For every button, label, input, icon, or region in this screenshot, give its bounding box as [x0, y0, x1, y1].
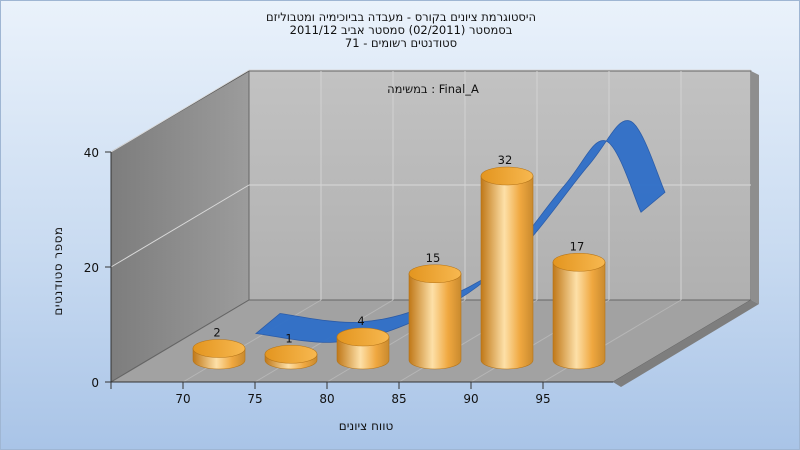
- x-tick-label: 95: [535, 392, 550, 406]
- bar-top: [408, 264, 462, 284]
- y-tick-label: 0: [91, 376, 99, 390]
- chart-subtitle: במשימה : Final_A: [387, 82, 479, 96]
- chart-wall-bevel: [751, 71, 759, 304]
- bar-value-label: 32: [498, 153, 513, 167]
- chart-title-line-1: היסטוגרמת ציונים בקורס - מעבדה בביוכימיה…: [266, 10, 536, 24]
- bar-body: [480, 175, 534, 370]
- bar-80: [336, 327, 390, 370]
- chart-title-line-2: בסמסטר (02/2011) סמסטר אביב 2011/12: [289, 23, 513, 37]
- x-tick-label: 75: [247, 392, 262, 406]
- x-tick-label: 90: [463, 392, 478, 406]
- bar-top: [264, 344, 318, 364]
- chart-title-line-3: סטודנטים רשומים - 71: [344, 36, 458, 50]
- y-axis-label: מספר סטודנטים: [51, 226, 65, 316]
- bar-body: [552, 261, 606, 370]
- bar-value-label: 1: [285, 331, 292, 345]
- x-tick-label: 70: [175, 392, 190, 406]
- x-axis-label: טווח ציונים: [338, 419, 394, 433]
- x-tick-label: 80: [319, 392, 334, 406]
- grid-line-floor: [182, 299, 322, 383]
- bar-value-label: 2: [213, 326, 220, 340]
- bar-top: [480, 166, 534, 186]
- bar-85: [408, 264, 462, 370]
- grid-line-left: [110, 69, 250, 153]
- grid-line-left: [110, 184, 250, 268]
- chart-floor-bevel: [613, 300, 759, 387]
- grid-line-floor: [542, 299, 682, 383]
- bar-75: [264, 344, 318, 370]
- bar-body: [408, 273, 462, 370]
- bar-value-label: 15: [426, 251, 441, 265]
- bar-90: [480, 166, 534, 370]
- bar-top: [192, 339, 246, 358]
- bar-value-label: 17: [570, 239, 585, 253]
- x-tick-label: 85: [391, 392, 406, 406]
- bar-95: [552, 252, 606, 370]
- y-tick-label: 40: [84, 146, 99, 160]
- y-tick-label: 20: [84, 261, 99, 275]
- bar-top: [336, 327, 390, 347]
- bar-70: [192, 339, 246, 370]
- bar-top: [552, 252, 606, 272]
- bar-value-label: 4: [357, 314, 364, 328]
